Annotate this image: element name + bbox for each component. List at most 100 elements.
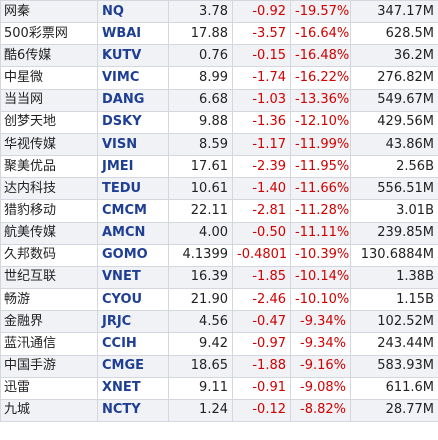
table-row: 华视传媒 VISN 8.59 -1.17 -11.99% 43.86M: [0, 132, 438, 157]
volume-cell: 583.93M: [350, 354, 438, 378]
volume-cell: 347.17M: [350, 0, 438, 24]
change-cell: -0.12: [232, 398, 291, 422]
percent-cell: -11.11%: [290, 221, 351, 245]
price-cell: 17.88: [168, 22, 233, 46]
volume-cell: 628.5M: [350, 22, 438, 46]
ticker-cell: VISN: [97, 132, 169, 157]
name-cell: 酷6传媒: [0, 44, 98, 68]
percent-cell: -9.34%: [290, 332, 351, 356]
ticker-cell: NQ: [97, 0, 169, 24]
change-cell: -1.40: [232, 177, 291, 201]
change-cell: -1.03: [232, 88, 291, 112]
table-row: 酷6传媒 KUTV 0.76 -0.15 -16.48% 36.2M: [0, 44, 438, 68]
name-cell: 网秦: [0, 0, 98, 24]
table-row: 久邦数码 GOMO 4.1399 -0.4801 -10.39% 130.6884M: [0, 243, 438, 267]
table-row: 畅游 CYOU 21.90 -2.46 -10.10% 1.15B: [0, 288, 438, 312]
price-cell: 4.56: [168, 310, 233, 334]
table-row: 迅雷 XNET 9.11 -0.91 -9.08% 611.6M: [0, 376, 438, 400]
volume-cell: 243.44M: [350, 332, 438, 356]
price-cell: 3.78: [168, 0, 233, 24]
ticker-cell: VIMC: [97, 66, 169, 90]
change-cell: -2.81: [232, 199, 291, 223]
name-cell: 中星微: [0, 66, 98, 90]
volume-cell: 130.6884M: [350, 243, 438, 267]
volume-cell: 429.56M: [350, 110, 438, 134]
change-cell: -0.15: [232, 44, 291, 68]
volume-cell: 1.38B: [350, 265, 438, 290]
name-cell: 世纪互联: [0, 265, 98, 290]
ticker-cell: GOMO: [97, 243, 169, 267]
ticker-cell: VNET: [97, 265, 169, 290]
ticker-cell: CMCM: [97, 199, 169, 223]
name-cell: 航美传媒: [0, 221, 98, 245]
percent-cell: -10.10%: [290, 288, 351, 312]
name-cell: 久邦数码: [0, 243, 98, 267]
table-row: 500彩票网 WBAI 17.88 -3.57 -16.64% 628.5M: [0, 22, 438, 46]
price-cell: 4.00: [168, 221, 233, 245]
price-cell: 8.99: [168, 66, 233, 90]
volume-cell: 276.82M: [350, 66, 438, 90]
table-row: 中国手游 CMGE 18.65 -1.88 -9.16% 583.93M: [0, 354, 438, 378]
table-row: 金融界 JRJC 4.56 -0.47 -9.34% 102.52M: [0, 310, 438, 334]
percent-cell: -9.08%: [290, 376, 351, 400]
table-row: 创梦天地 DSKY 9.88 -1.36 -12.10% 429.56M: [0, 110, 438, 134]
volume-cell: 1.15B: [350, 288, 438, 312]
price-cell: 1.24: [168, 398, 233, 422]
percent-cell: -11.95%: [290, 155, 351, 179]
percent-cell: -8.82%: [290, 398, 351, 422]
name-cell: 华视传媒: [0, 132, 98, 157]
volume-cell: 2.56B: [350, 155, 438, 179]
volume-cell: 36.2M: [350, 44, 438, 68]
percent-cell: -19.57%: [290, 0, 351, 24]
name-cell: 蓝汛通信: [0, 332, 98, 356]
volume-cell: 102.52M: [350, 310, 438, 334]
ticker-cell: AMCN: [97, 221, 169, 245]
volume-cell: 556.51M: [350, 177, 438, 201]
change-cell: -0.91: [232, 376, 291, 400]
volume-cell: 611.6M: [350, 376, 438, 400]
table-row: 当当网 DANG 6.68 -1.03 -13.36% 549.67M: [0, 88, 438, 112]
price-cell: 10.61: [168, 177, 233, 201]
price-cell: 0.76: [168, 44, 233, 68]
change-cell: -2.46: [232, 288, 291, 312]
name-cell: 猎豹移动: [0, 199, 98, 223]
price-cell: 4.1399: [168, 243, 233, 267]
change-cell: -2.39: [232, 155, 291, 179]
change-cell: -0.47: [232, 310, 291, 334]
ticker-cell: XNET: [97, 376, 169, 400]
name-cell: 500彩票网: [0, 22, 98, 46]
ticker-cell: DANG: [97, 88, 169, 112]
ticker-cell: CMGE: [97, 354, 169, 378]
percent-cell: -11.66%: [290, 177, 351, 201]
ticker-cell: CYOU: [97, 288, 169, 312]
volume-cell: 28.77M: [350, 398, 438, 422]
change-cell: -1.85: [232, 265, 291, 290]
table-row: 航美传媒 AMCN 4.00 -0.50 -11.11% 239.85M: [0, 221, 438, 245]
change-cell: -0.97: [232, 332, 291, 356]
change-cell: -1.74: [232, 66, 291, 90]
percent-cell: -11.99%: [290, 132, 351, 157]
price-cell: 6.68: [168, 88, 233, 112]
percent-cell: -9.34%: [290, 310, 351, 334]
table-row: 世纪互联 VNET 16.39 -1.85 -10.14% 1.38B: [0, 265, 438, 290]
change-cell: -1.36: [232, 110, 291, 134]
ticker-cell: DSKY: [97, 110, 169, 134]
volume-cell: 239.85M: [350, 221, 438, 245]
table-body: 网秦 NQ 3.78 -0.92 -19.57% 347.17M 500彩票网 WBAI 17.…: [0, 0, 438, 422]
price-cell: 18.65: [168, 354, 233, 378]
volume-cell: 43.86M: [350, 132, 438, 157]
percent-cell: -16.64%: [290, 22, 351, 46]
table-row: 中星微 VIMC 8.99 -1.74 -16.22% 276.82M: [0, 66, 438, 90]
change-cell: -1.88: [232, 354, 291, 378]
ticker-cell: KUTV: [97, 44, 169, 68]
volume-cell: 3.01B: [350, 199, 438, 223]
price-cell: 9.11: [168, 376, 233, 400]
percent-cell: -10.39%: [290, 243, 351, 267]
percent-cell: -16.48%: [290, 44, 351, 68]
name-cell: 聚美优品: [0, 155, 98, 179]
price-cell: 9.88: [168, 110, 233, 134]
ticker-cell: TEDU: [97, 177, 169, 201]
table-row: 达内科技 TEDU 10.61 -1.40 -11.66% 556.51M: [0, 177, 438, 201]
percent-cell: -10.14%: [290, 265, 351, 290]
